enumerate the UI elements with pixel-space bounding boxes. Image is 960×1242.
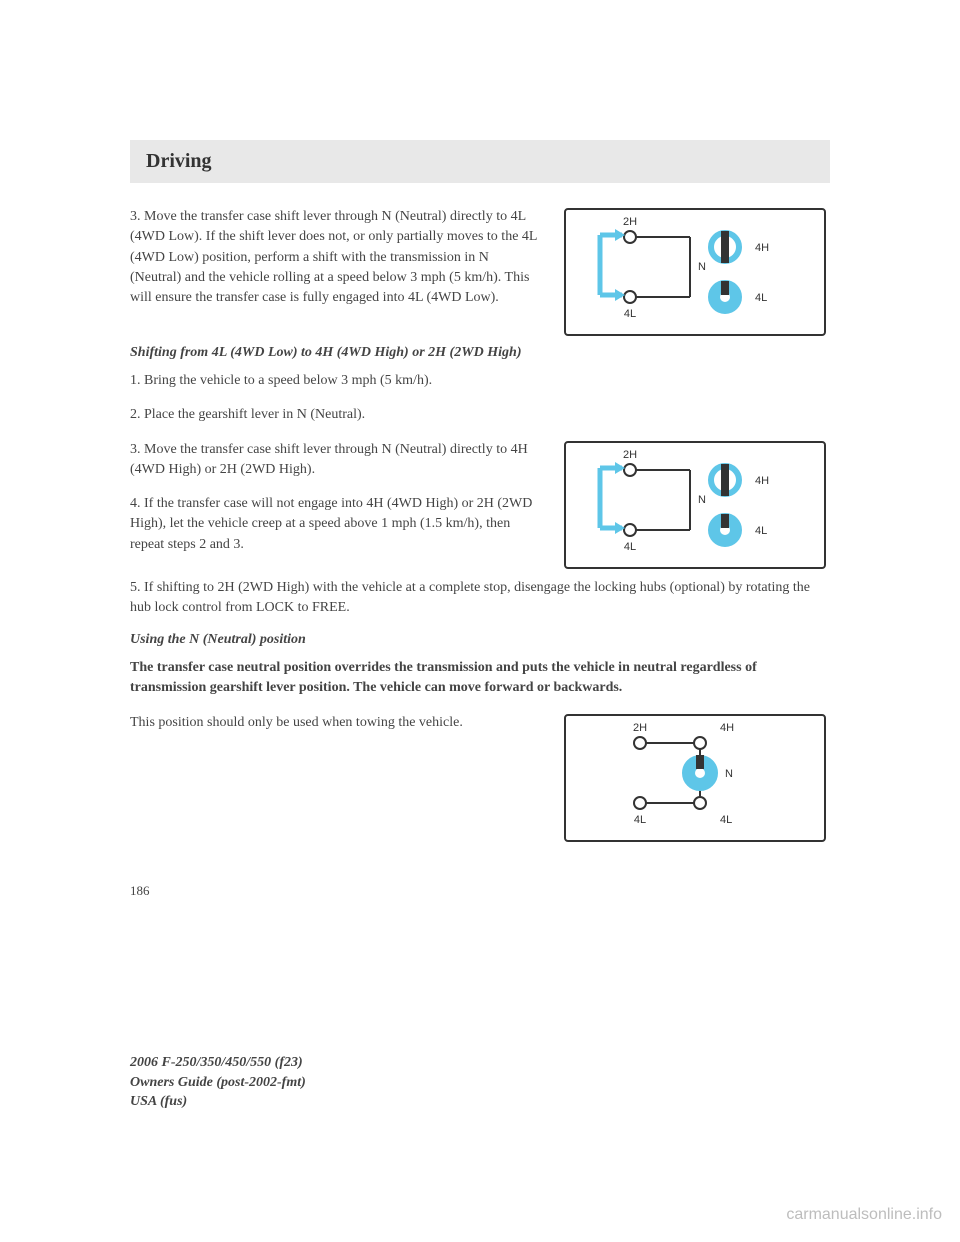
label-n: N bbox=[725, 768, 733, 780]
subheading: Shifting from 4L (4WD Low) to 4H (4WD Hi… bbox=[130, 345, 830, 361]
label-4h: 4H bbox=[755, 475, 769, 487]
label-n: N bbox=[698, 261, 706, 273]
label-4l: 4L bbox=[624, 541, 636, 553]
paragraph: 4. If the transfer case will not engage … bbox=[130, 494, 540, 555]
diagram-shift-to-4h-2h: 2H 4L N 4H 4L bbox=[560, 440, 830, 570]
footer-line-2: Owners Guide (post-2002-fmt) bbox=[130, 1073, 306, 1093]
paragraph: 5. If shifting to 2H (2WD High) with the… bbox=[130, 578, 830, 619]
paragraph: 1. Bring the vehicle to a speed below 3 … bbox=[130, 371, 830, 391]
label-4l2: 4L bbox=[720, 814, 732, 826]
label-2h: 2H bbox=[623, 216, 637, 228]
label-2h: 2H bbox=[623, 449, 637, 461]
paragraph: 2. Place the gearshift lever in N (Neutr… bbox=[130, 405, 830, 425]
row-neutral: This position should only be used when t… bbox=[130, 713, 830, 843]
row-step3-4: 3. Move the transfer case shift lever th… bbox=[130, 440, 830, 570]
label-4l: 4L bbox=[624, 308, 636, 320]
paragraph: 3. Move the transfer case shift lever th… bbox=[130, 207, 540, 308]
paragraph: 3. Move the transfer case shift lever th… bbox=[130, 440, 540, 481]
shift-diagram-icon: 2H 4L N 4H 4L bbox=[560, 440, 830, 570]
label-n: N bbox=[698, 494, 706, 506]
label-4l: 4L bbox=[634, 814, 646, 826]
paragraph: This position should only be used when t… bbox=[130, 713, 540, 733]
text-col: 3. Move the transfer case shift lever th… bbox=[130, 207, 540, 322]
text-col: 3. Move the transfer case shift lever th… bbox=[130, 440, 540, 569]
label-4l2: 4L bbox=[755, 292, 767, 304]
diagram-neutral: 2H 4L 4H 4L N bbox=[560, 713, 830, 843]
shift-diagram-icon: 2H 4L 4H 4L N bbox=[560, 713, 830, 843]
footer-line-1: 2006 F-250/350/450/550 (f23) bbox=[130, 1053, 306, 1073]
shift-diagram-icon: 2H 4L N 4H 4L bbox=[560, 207, 830, 337]
footer: 2006 F-250/350/450/550 (f23) Owners Guid… bbox=[130, 1053, 306, 1112]
header-bar: Driving bbox=[130, 140, 830, 183]
label-2h: 2H bbox=[633, 722, 647, 734]
footer-line-3: USA (fus) bbox=[130, 1092, 306, 1112]
row-step3: 3. Move the transfer case shift lever th… bbox=[130, 207, 830, 337]
watermark: carmanualsonline.info bbox=[786, 1206, 942, 1224]
label-4l2: 4L bbox=[755, 525, 767, 537]
text-col: This position should only be used when t… bbox=[130, 713, 540, 747]
paragraph-bold: The transfer case neutral position overr… bbox=[130, 658, 830, 699]
section-title: Driving bbox=[146, 150, 814, 173]
page-number: 186 bbox=[130, 883, 830, 899]
diagram-shift-to-4l: 2H 4L N 4H 4L bbox=[560, 207, 830, 337]
subheading: Using the N (Neutral) position bbox=[130, 632, 830, 648]
label-4h: 4H bbox=[720, 722, 734, 734]
label-4h: 4H bbox=[755, 242, 769, 254]
page-container: Driving 3. Move the transfer case shift … bbox=[0, 0, 960, 939]
